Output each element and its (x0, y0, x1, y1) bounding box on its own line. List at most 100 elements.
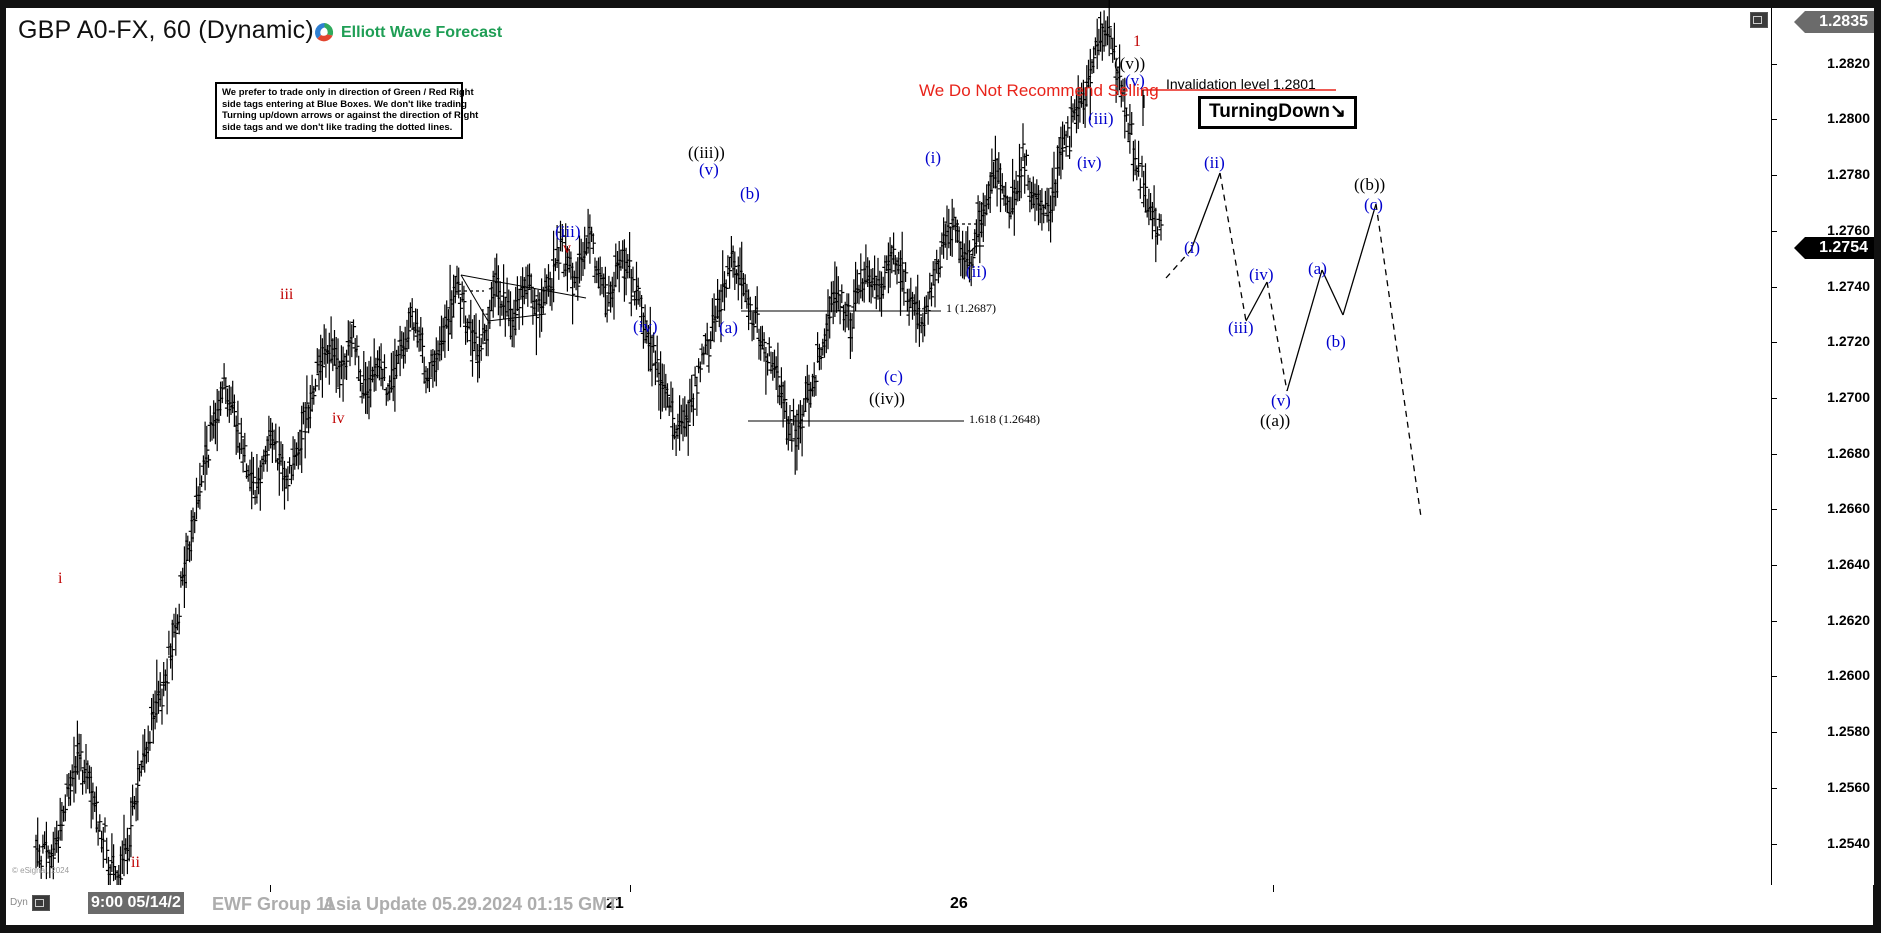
window-frame-top (0, 0, 1881, 8)
price-tick-label: 1.2820 (1827, 54, 1870, 71)
trendline-left (460, 274, 489, 322)
wave-label-iv-3: iv (332, 410, 345, 427)
trendline-upper (460, 274, 587, 299)
wave-label-ii-14: (ii) (966, 262, 987, 281)
last-price-tag: 1.2754 (1794, 236, 1874, 259)
wave-label-iii-23: (iii) (1228, 318, 1254, 337)
no-selling-warning: We Do Not Recommend Selling (919, 81, 1159, 100)
lock-icon[interactable] (32, 895, 50, 911)
time-axis[interactable]: 9:00 05/14/2 21 26 EWF Group 11 Asia Upd… (6, 885, 1873, 925)
disclaimer-line-3: Turning up/down arrows or against the di… (222, 110, 479, 122)
wave-label-iii-6: ((iii)) (688, 143, 725, 162)
wave-label-ii-20: (ii) (1204, 153, 1225, 172)
price-tick-mark (1772, 342, 1777, 344)
price-tick-label: 1.2640 (1827, 556, 1870, 573)
price-tick-mark (1772, 732, 1777, 734)
brand-name: Elliott Wave Forecast (341, 23, 503, 41)
projection-seg-b (1321, 269, 1344, 316)
wave-label-1-17: 1 (1133, 33, 1141, 50)
price-tick-mark (1772, 230, 1777, 232)
fib-label-1: 1 (1.2687) (946, 301, 996, 315)
high-price-tag: 1.2835 (1794, 11, 1874, 33)
restore-window-icon[interactable] (1750, 12, 1768, 28)
invalidation-label: Invalidation level (1166, 76, 1270, 92)
price-tick-mark (1772, 620, 1777, 622)
price-tick-mark (1772, 509, 1777, 511)
brand-logo: Elliott Wave Forecast (314, 22, 502, 43)
wave-label-iv-16: (iv) (1077, 153, 1102, 172)
price-tick-label: 1.2720 (1827, 333, 1870, 350)
price-tick-label: 1.2660 (1827, 500, 1870, 517)
price-tick-mark (1772, 119, 1777, 121)
wave-label-iii-15: (iii) (1088, 109, 1114, 128)
symbol-title: GBP A0-FX, 60 (Dynamic) (18, 16, 314, 44)
price-axis[interactable]: 1.2820 1.2800 1.2780 1.2760 1.2740 1.2720 1.27… (1771, 8, 1874, 885)
price-tick-label: 1.2700 (1827, 388, 1870, 405)
wave-label-iv-12: ((iv)) (869, 389, 905, 408)
price-tick-mark (1772, 63, 1777, 65)
price-tick-mark (1772, 676, 1777, 678)
wave-label-v-24: (v) (1271, 391, 1291, 410)
wave-label-v-19: (v) (1125, 71, 1145, 90)
price-tick-label: 1.2620 (1827, 611, 1870, 628)
disclaimer-line-1: We prefer to trade only in direction of … (222, 87, 474, 98)
chart-plot-area[interactable]: GBP A0-FX, 60 (Dynamic) Elliott Wave For… (6, 0, 1771, 918)
price-tick-label: 1.2580 (1827, 723, 1870, 740)
price-tick-label: 1.2600 (1827, 667, 1870, 684)
projection-seg-final (1375, 203, 1422, 518)
projection-seg-c (1342, 203, 1377, 316)
turning-down-badge: TurningDown↘ (1198, 96, 1357, 129)
wave-label-b-28: ((b)) (1354, 175, 1386, 194)
disclaimer-line-4: side tags and we don't like trading the … (222, 121, 453, 133)
wave-label-i-21: (i) (1184, 238, 1201, 257)
disclaimer-line-2: side tags entering at Blue Boxes. We don… (222, 98, 467, 110)
wave-label-iv-9: (iv) (633, 317, 658, 336)
time-tick-mark-0 (270, 885, 271, 892)
projection-seg-iii (1219, 172, 1247, 322)
price-bars (33, 0, 1422, 918)
price-tick-label: 1.2760 (1827, 221, 1870, 238)
time-selected-label: 9:00 05/14/2 (88, 892, 184, 914)
wave-label-c-29: (c) (1364, 195, 1383, 214)
wave-label-ii-1: ii (131, 854, 140, 871)
wave-label-iii-4: (iii) (555, 222, 581, 241)
wave-label-v-7: (v) (699, 160, 719, 179)
time-tick-mark-1 (630, 885, 631, 892)
projection-seg-a (1286, 269, 1323, 392)
time-tick-mark-2 (1273, 885, 1274, 892)
elliott-wave-swirl-icon (314, 22, 335, 43)
projection-seg-iv (1245, 281, 1268, 322)
price-tick-mark (1772, 175, 1777, 177)
window-frame-left (0, 0, 6, 933)
step-mark-1 (968, 245, 984, 254)
price-tick-mark (1772, 397, 1777, 399)
wave-label-i-0: i (58, 570, 63, 587)
price-tick-mark (1772, 286, 1777, 288)
wave-label-a-26: (a) (1308, 259, 1327, 278)
wave-label-v-5: v (563, 240, 571, 257)
projection-seg-ii (1190, 172, 1221, 251)
price-tick-mark (1772, 843, 1777, 845)
dyn-label: Dyn (10, 897, 28, 908)
price-tick-mark (1772, 787, 1777, 789)
price-tick-label: 1.2680 (1827, 444, 1870, 461)
time-tick-26: 26 (950, 895, 968, 912)
price-tick-label: 1.2800 (1827, 110, 1870, 127)
wave-label-b-8: (b) (740, 184, 760, 203)
wave-label-c-11: (c) (884, 367, 903, 386)
wave-label-a-10: (a) (719, 318, 738, 337)
wave-label-a-25: ((a)) (1260, 411, 1291, 430)
projection-seg-v (1266, 281, 1288, 392)
window-frame-right (1873, 0, 1881, 933)
disclaimer-box: We prefer to trade only in direction of … (215, 82, 479, 140)
trendline-lower (487, 313, 547, 322)
copyright-label: © eSignal, 2024 (12, 866, 70, 875)
price-tick-label: 1.2740 (1827, 277, 1870, 294)
time-tick-21: 21 (606, 895, 624, 912)
wave-label-b-27: (b) (1326, 332, 1346, 351)
price-tick-label: 1.2780 (1827, 166, 1870, 183)
window-frame-bottom (0, 925, 1881, 933)
price-tick-mark (1772, 453, 1777, 455)
watermark-group: EWF Group 11 (212, 894, 336, 914)
invalidation-price: 1.2801 (1273, 76, 1316, 92)
